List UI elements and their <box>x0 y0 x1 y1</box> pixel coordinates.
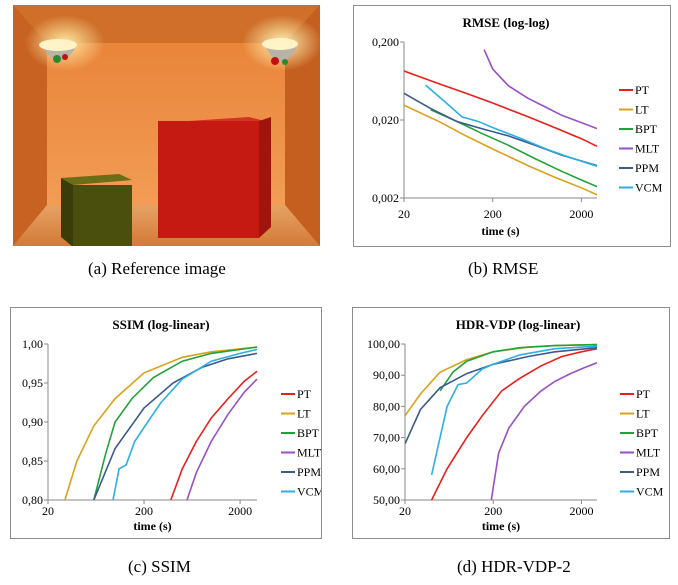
caption-b: (b) RMSE <box>468 259 539 278</box>
y-tick-label: 0,200 <box>372 35 399 49</box>
legend-label-ppm: PPM <box>636 465 660 479</box>
y-tick-label: 100,00 <box>367 337 400 351</box>
series-line-ppm <box>404 92 598 167</box>
legend-label-pt: PT <box>635 83 650 97</box>
y-tick-label: 0,002 <box>372 191 399 205</box>
hdrvdp-chart: HDR-VDP (log-linear) 50,00 60,00 70,00 80,00… <box>367 317 664 533</box>
legend-label-lt: LT <box>636 407 650 421</box>
ssim-chart-frame: SSIM (log-linear) 0,80 0,85 0,90 0,95 1,00 20 2… <box>10 307 325 539</box>
series-line-ppm <box>405 346 598 445</box>
red-box <box>158 117 271 238</box>
series-line-vcm <box>430 345 598 476</box>
legend-label-bpt: BPT <box>636 426 659 440</box>
reference-image-panel <box>13 5 322 248</box>
legend-label-vcm: VCM <box>635 181 663 195</box>
series-line-pt <box>430 347 598 500</box>
y-tick-label: 0,020 <box>372 113 399 127</box>
caption-d: (d) HDR-VDP-2 <box>457 557 571 576</box>
reference-image <box>13 5 322 248</box>
rmse-chart: RMSE (log-log) 0,002 0,020 0,200 20 200 2000 ti… <box>372 15 663 238</box>
hdrvdp-chart-frame: HDR-VDP (log-linear) 50,00 60,00 70,00 80,00… <box>352 307 670 539</box>
series-line-ppm <box>93 352 258 500</box>
chart-title: RMSE (log-log) <box>462 15 549 30</box>
y-tick-label: 0,80 <box>22 493 43 507</box>
series-line-lt <box>64 346 258 500</box>
series-line-vcm <box>112 348 258 500</box>
green-box <box>61 174 132 248</box>
x-tick-label: 200 <box>484 504 502 518</box>
legend-label-pt: PT <box>636 387 651 401</box>
series-line-bpt <box>93 346 258 500</box>
series-line-pt <box>404 70 598 148</box>
caption-c: (c) SSIM <box>128 557 191 576</box>
series-line-mlt <box>490 361 598 500</box>
series-line-pt <box>170 370 258 500</box>
x-tick-label: 2000 <box>228 504 252 518</box>
legend-label-ppm: PPM <box>635 161 659 175</box>
y-tick-label: 0,95 <box>22 376 43 390</box>
chart-title: HDR-VDP (log-linear) <box>456 317 581 332</box>
series-line-mlt <box>186 378 258 500</box>
y-tick-label: 70,00 <box>373 431 400 445</box>
lamp-right <box>262 38 298 65</box>
y-tick-label: 1,00 <box>22 337 43 351</box>
series-line-bpt <box>439 343 598 392</box>
legend-label-lt: LT <box>297 407 311 421</box>
x-tick-label: 20 <box>42 504 54 518</box>
legend-label-vcm: VCM <box>297 485 321 499</box>
x-tick-label: 2000 <box>569 207 593 221</box>
legend-label-mlt: MLT <box>297 446 321 460</box>
chart-title: SSIM (log-linear) <box>112 317 209 332</box>
series-line-mlt <box>483 49 598 130</box>
y-tick-label: 50,00 <box>373 493 400 507</box>
x-axis-label: time (s) <box>482 519 520 533</box>
y-tick-label: 80,00 <box>373 399 400 413</box>
x-tick-label: 200 <box>484 207 502 221</box>
legend-label-bpt: BPT <box>635 122 658 136</box>
x-axis-label: time (s) <box>481 224 519 238</box>
x-tick-label: 200 <box>135 504 153 518</box>
y-tick-label: 0,90 <box>22 415 43 429</box>
lamp-left <box>39 39 77 63</box>
legend-label-ppm: PPM <box>297 465 321 479</box>
legend-label-mlt: MLT <box>636 446 661 460</box>
legend-label-pt: PT <box>297 387 312 401</box>
y-tick-label: 90,00 <box>373 368 400 382</box>
y-tick-label: 60,00 <box>373 462 400 476</box>
rmse-chart-frame: RMSE (log-log) 0,002 0,020 0,200 20 200 2000 ti… <box>353 5 671 247</box>
x-tick-label: 2000 <box>569 504 593 518</box>
legend-label-lt: LT <box>635 103 649 117</box>
y-tick-label: 0,85 <box>22 454 43 468</box>
legend-label-bpt: BPT <box>297 426 320 440</box>
series-line-vcm <box>425 84 598 168</box>
ssim-chart: SSIM (log-linear) 0,80 0,85 0,90 0,95 1,00 20 2… <box>22 317 325 533</box>
legend-label-mlt: MLT <box>635 142 660 156</box>
legend-label-vcm: VCM <box>636 485 664 499</box>
x-tick-label: 20 <box>398 207 410 221</box>
caption-a: (a) Reference image <box>88 259 226 278</box>
series-line-lt <box>404 104 598 196</box>
x-tick-label: 20 <box>399 504 411 518</box>
x-axis-label: time (s) <box>133 519 171 533</box>
